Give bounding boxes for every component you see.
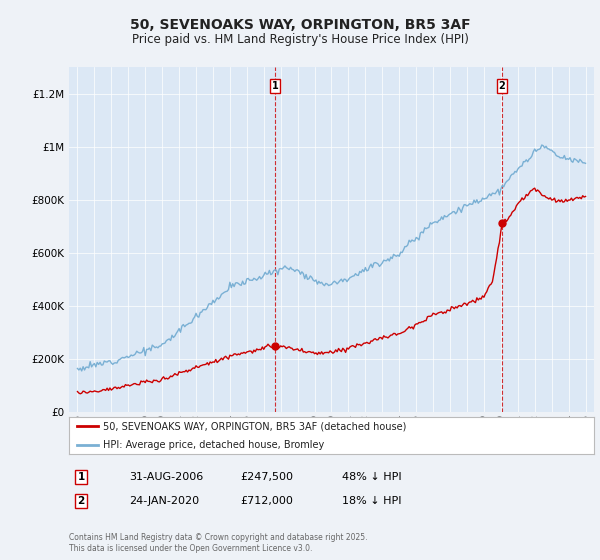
Text: 18% ↓ HPI: 18% ↓ HPI [342,496,401,506]
Text: Contains HM Land Registry data © Crown copyright and database right 2025.
This d: Contains HM Land Registry data © Crown c… [69,534,367,553]
Text: 2: 2 [77,496,85,506]
Text: 31-AUG-2006: 31-AUG-2006 [129,472,203,482]
Text: 50, SEVENOAKS WAY, ORPINGTON, BR5 3AF (detached house): 50, SEVENOAKS WAY, ORPINGTON, BR5 3AF (d… [103,421,407,431]
Text: 1: 1 [272,81,278,91]
Text: 24-JAN-2020: 24-JAN-2020 [129,496,199,506]
Text: £712,000: £712,000 [240,496,293,506]
Text: 48% ↓ HPI: 48% ↓ HPI [342,472,401,482]
Text: £247,500: £247,500 [240,472,293,482]
Text: 50, SEVENOAKS WAY, ORPINGTON, BR5 3AF: 50, SEVENOAKS WAY, ORPINGTON, BR5 3AF [130,18,470,32]
Text: Price paid vs. HM Land Registry's House Price Index (HPI): Price paid vs. HM Land Registry's House … [131,32,469,46]
Text: 1: 1 [77,472,85,482]
Text: HPI: Average price, detached house, Bromley: HPI: Average price, detached house, Brom… [103,440,325,450]
Text: 2: 2 [499,81,505,91]
